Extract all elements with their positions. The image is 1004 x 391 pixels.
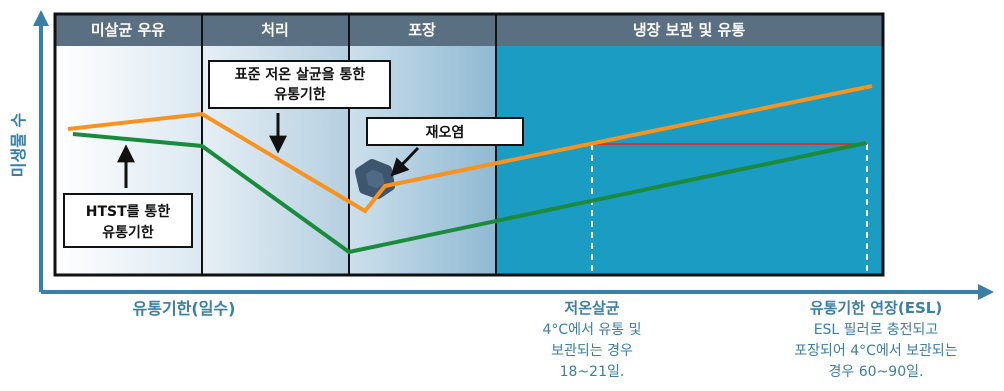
x-axis bbox=[41, 284, 994, 300]
callout-htst-line2: 유통기한 bbox=[102, 225, 154, 241]
y-axis-label: 미생물 수 bbox=[9, 112, 28, 177]
note-esl-title: 유통기한 연장(ESL) bbox=[810, 299, 942, 317]
callout-recontamination-line1: 재오염 bbox=[426, 125, 465, 141]
callout-recontamination: 재오염 bbox=[366, 117, 524, 177]
note-pasteurization-line3: 18~21일. bbox=[560, 364, 625, 380]
note-esl-line2: 포장되어 4°C에서 보관되는 bbox=[794, 343, 958, 359]
phase-label-storage: 냉장 보관 및 유통 bbox=[633, 21, 745, 39]
phase-label-processing: 처리 bbox=[261, 21, 289, 39]
phase-label-raw: 미살균 우유 bbox=[91, 21, 165, 39]
callout-standard-line2: 유통기한 bbox=[274, 87, 326, 103]
callout-htst: HTST를 통한 유통기한 bbox=[63, 144, 193, 248]
note-esl: 유통기한 연장(ESL) ESL 필러로 충전되고 포장되어 4°C에서 보관되… bbox=[794, 299, 958, 380]
callout-htst-line1: HTST를 통한 bbox=[86, 204, 171, 220]
note-esl-line1: ESL 필러로 충전되고 bbox=[814, 322, 939, 338]
y-axis-arrow-icon bbox=[33, 10, 49, 26]
callout-standard-pasteurization: 표준 저온 살균을 통한 유통기한 bbox=[208, 60, 391, 154]
phase-panel-storage bbox=[496, 46, 883, 275]
callout-standard-line1: 표준 저온 살균을 통한 bbox=[235, 66, 366, 83]
note-esl-line3: 경우 60~90일. bbox=[829, 364, 924, 380]
diagram-frame bbox=[53, 12, 885, 277]
phase-header: 미살균 우유 처리 포장 냉장 보관 및 유통 bbox=[55, 14, 883, 46]
x-axis-label: 유통기한(일수) bbox=[133, 299, 236, 318]
x-axis-arrow-icon bbox=[978, 284, 994, 300]
note-pasteurization-line2: 보관되는 경우 bbox=[551, 343, 633, 359]
y-axis bbox=[33, 10, 49, 292]
note-pasteurization: 저온살균 4°C에서 유통 및 보관되는 경우 18~21일. bbox=[543, 299, 642, 380]
note-pasteurization-line1: 4°C에서 유통 및 bbox=[543, 322, 642, 338]
phase-label-packaging: 포장 bbox=[408, 21, 436, 39]
recontamination-hexagon-icon bbox=[355, 159, 395, 199]
green-curve bbox=[72, 132, 867, 255]
note-pasteurization-title: 저온살균 bbox=[564, 299, 619, 317]
orange-curve bbox=[67, 84, 873, 214]
